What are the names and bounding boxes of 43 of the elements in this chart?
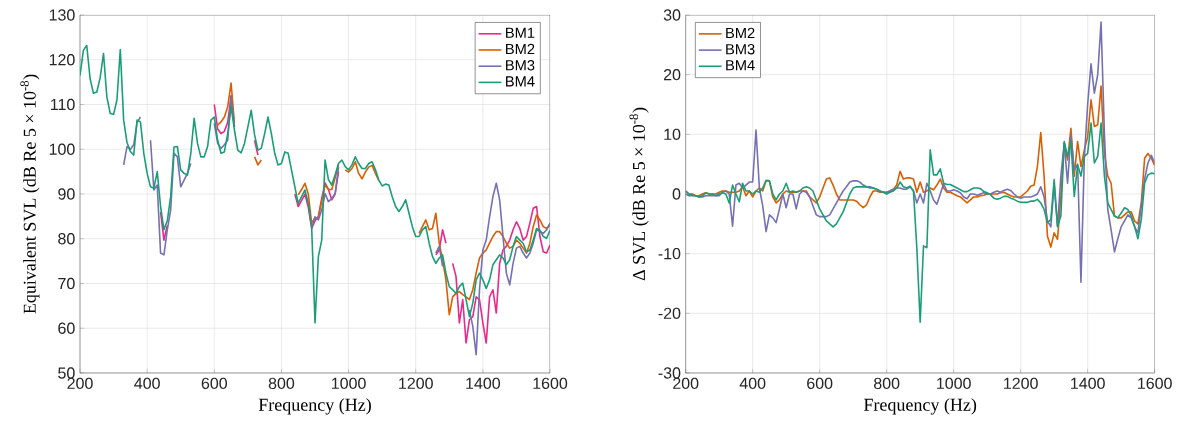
y-tick-label: 60 [58,322,75,334]
legend-label: BM4 [726,60,755,71]
x-tick-label: 1400 [466,377,501,390]
x-tick-label: 600 [807,377,833,390]
x-tick-label: 800 [268,377,295,390]
y-tick-label: 10 [664,128,681,140]
y-tick-label: -10 [658,248,681,260]
x-tick-label: 1200 [399,377,433,390]
y-tick-label: 90 [58,188,75,200]
x-axis-title: Frequency (Hz) [863,398,977,415]
x-tick-label: 1400 [1071,377,1105,390]
y-tick-label: 130 [49,9,75,21]
y-axis-title: Δ SVL (dB Re 5 × 10$^{-8}$) [629,107,649,281]
legend-label: BM2 [506,43,535,55]
x-tick-label: 400 [134,377,160,390]
y-tick-label: -20 [658,307,681,319]
y-axis-title: Equivalent SVL (dB Re 5 × 10$^{-8}$) [20,74,40,314]
y-tick-label: 30 [663,9,681,21]
legend-label: BM4 [506,76,535,87]
legend-label: BM1 [506,27,535,38]
legend-label: BM2 [726,27,755,38]
x-tick-label: 1600 [1138,377,1172,390]
x-tick-label: 200 [67,377,93,390]
y-tick-label: 70 [58,277,75,290]
y-tick-label: -30 [658,367,681,379]
x-tick-label: 200 [673,377,699,390]
x-tick-label: 800 [874,377,900,390]
y-tick-label: 110 [51,98,75,111]
y-tick-label: 120 [49,54,75,66]
y-tick-label: 20 [663,69,681,81]
legend-label: BM3 [726,44,755,55]
x-tick-label: 1000 [937,377,971,390]
y-tick-label: 100 [49,143,75,155]
x-tick-label: 1600 [533,377,568,390]
y-tick-label: 50 [58,367,75,379]
x-axis-title: Frequency (Hz) [258,398,371,415]
x-tick-label: 1200 [1004,377,1038,390]
y-tick-label: 80 [58,233,75,245]
y-tick-label: 0 [672,188,681,200]
x-tick-label: 1000 [331,377,366,390]
x-tick-label: 600 [201,377,228,390]
x-tick-label: 400 [739,377,766,390]
legend-label: BM3 [506,60,535,71]
